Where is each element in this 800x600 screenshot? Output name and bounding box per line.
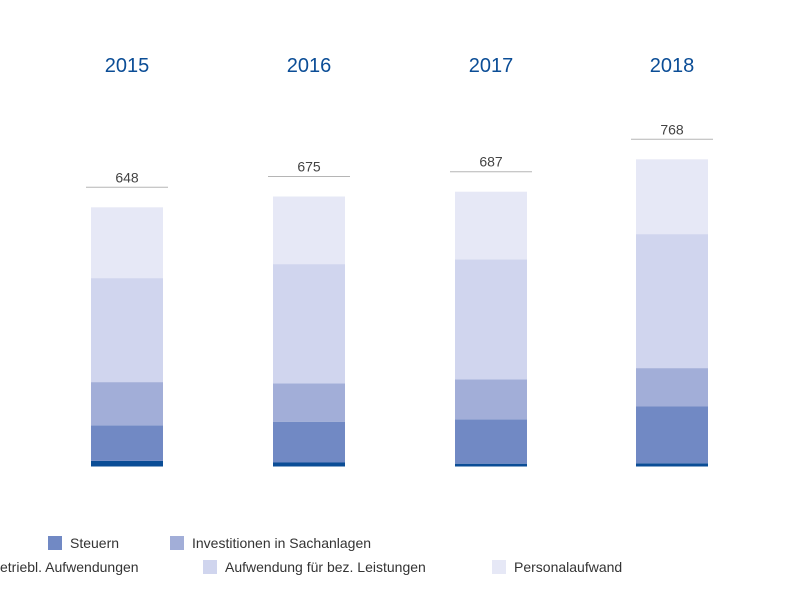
bar-segment-2016-2 xyxy=(273,383,345,422)
bar-segment-2018-2 xyxy=(636,368,708,407)
bar-segment-2016-1 xyxy=(273,421,345,463)
bar-segment-2018-4 xyxy=(636,159,708,235)
bar-segment-2015-4 xyxy=(91,207,163,279)
total-labels: 648 675 687 768 xyxy=(86,121,713,188)
bar-segment-2016-3 xyxy=(273,264,345,384)
bar-segment-2017-3 xyxy=(455,259,527,380)
year-label-2017: 2017 xyxy=(469,55,514,77)
bar-segment-2018-3 xyxy=(636,234,708,369)
total-label-2016: 675 xyxy=(297,159,321,175)
bar-segment-2017-4 xyxy=(455,191,527,260)
bar-segment-2017-1 xyxy=(455,419,527,464)
year-label-2016: 2016 xyxy=(287,55,332,77)
legend-item-5: Personalaufwand xyxy=(492,559,622,575)
bar-segment-2018-1 xyxy=(636,406,708,464)
bar-segment-2015-2 xyxy=(91,382,163,426)
legend-label-4: Aufwendung für bez. Leistungen xyxy=(225,559,426,575)
legend-label-5: Personalaufwand xyxy=(514,559,622,575)
legend-item-2: Steuern xyxy=(48,535,119,551)
legend-item-4: Aufwendung für bez. Leistungen xyxy=(203,559,426,575)
legend: etriebl. Aufwendungen Steuern Investitione… xyxy=(0,535,622,575)
legend-swatch-4 xyxy=(203,560,217,574)
legend-item-1: etriebl. Aufwendungen xyxy=(0,559,139,575)
legend-swatch-3 xyxy=(170,536,184,550)
bar-segment-2018-0 xyxy=(636,463,708,467)
legend-item-3: Investitionen in Sachanlagen xyxy=(170,535,371,551)
year-labels: 2015 2016 2017 2018 xyxy=(105,55,695,77)
bar-segment-2015-0 xyxy=(91,460,163,467)
total-label-2017: 687 xyxy=(479,154,503,170)
bar-stacks xyxy=(91,159,708,467)
bar-segment-2016-0 xyxy=(273,462,345,467)
bar-segment-2015-3 xyxy=(91,278,163,383)
total-label-2018: 768 xyxy=(660,121,684,137)
bar-segment-2017-0 xyxy=(455,463,527,467)
bar-segment-2017-2 xyxy=(455,379,527,420)
year-label-2015: 2015 xyxy=(105,55,150,77)
total-label-2015: 648 xyxy=(115,169,139,185)
legend-swatch-2 xyxy=(48,536,62,550)
bar-segment-2016-4 xyxy=(273,196,345,265)
legend-label-3: Investitionen in Sachanlagen xyxy=(192,535,371,551)
year-label-2018: 2018 xyxy=(650,55,695,77)
legend-label-2: Steuern xyxy=(70,535,119,551)
legend-label-1: etriebl. Aufwendungen xyxy=(0,559,139,575)
bar-segment-2015-1 xyxy=(91,425,163,461)
legend-swatch-5 xyxy=(492,560,506,574)
